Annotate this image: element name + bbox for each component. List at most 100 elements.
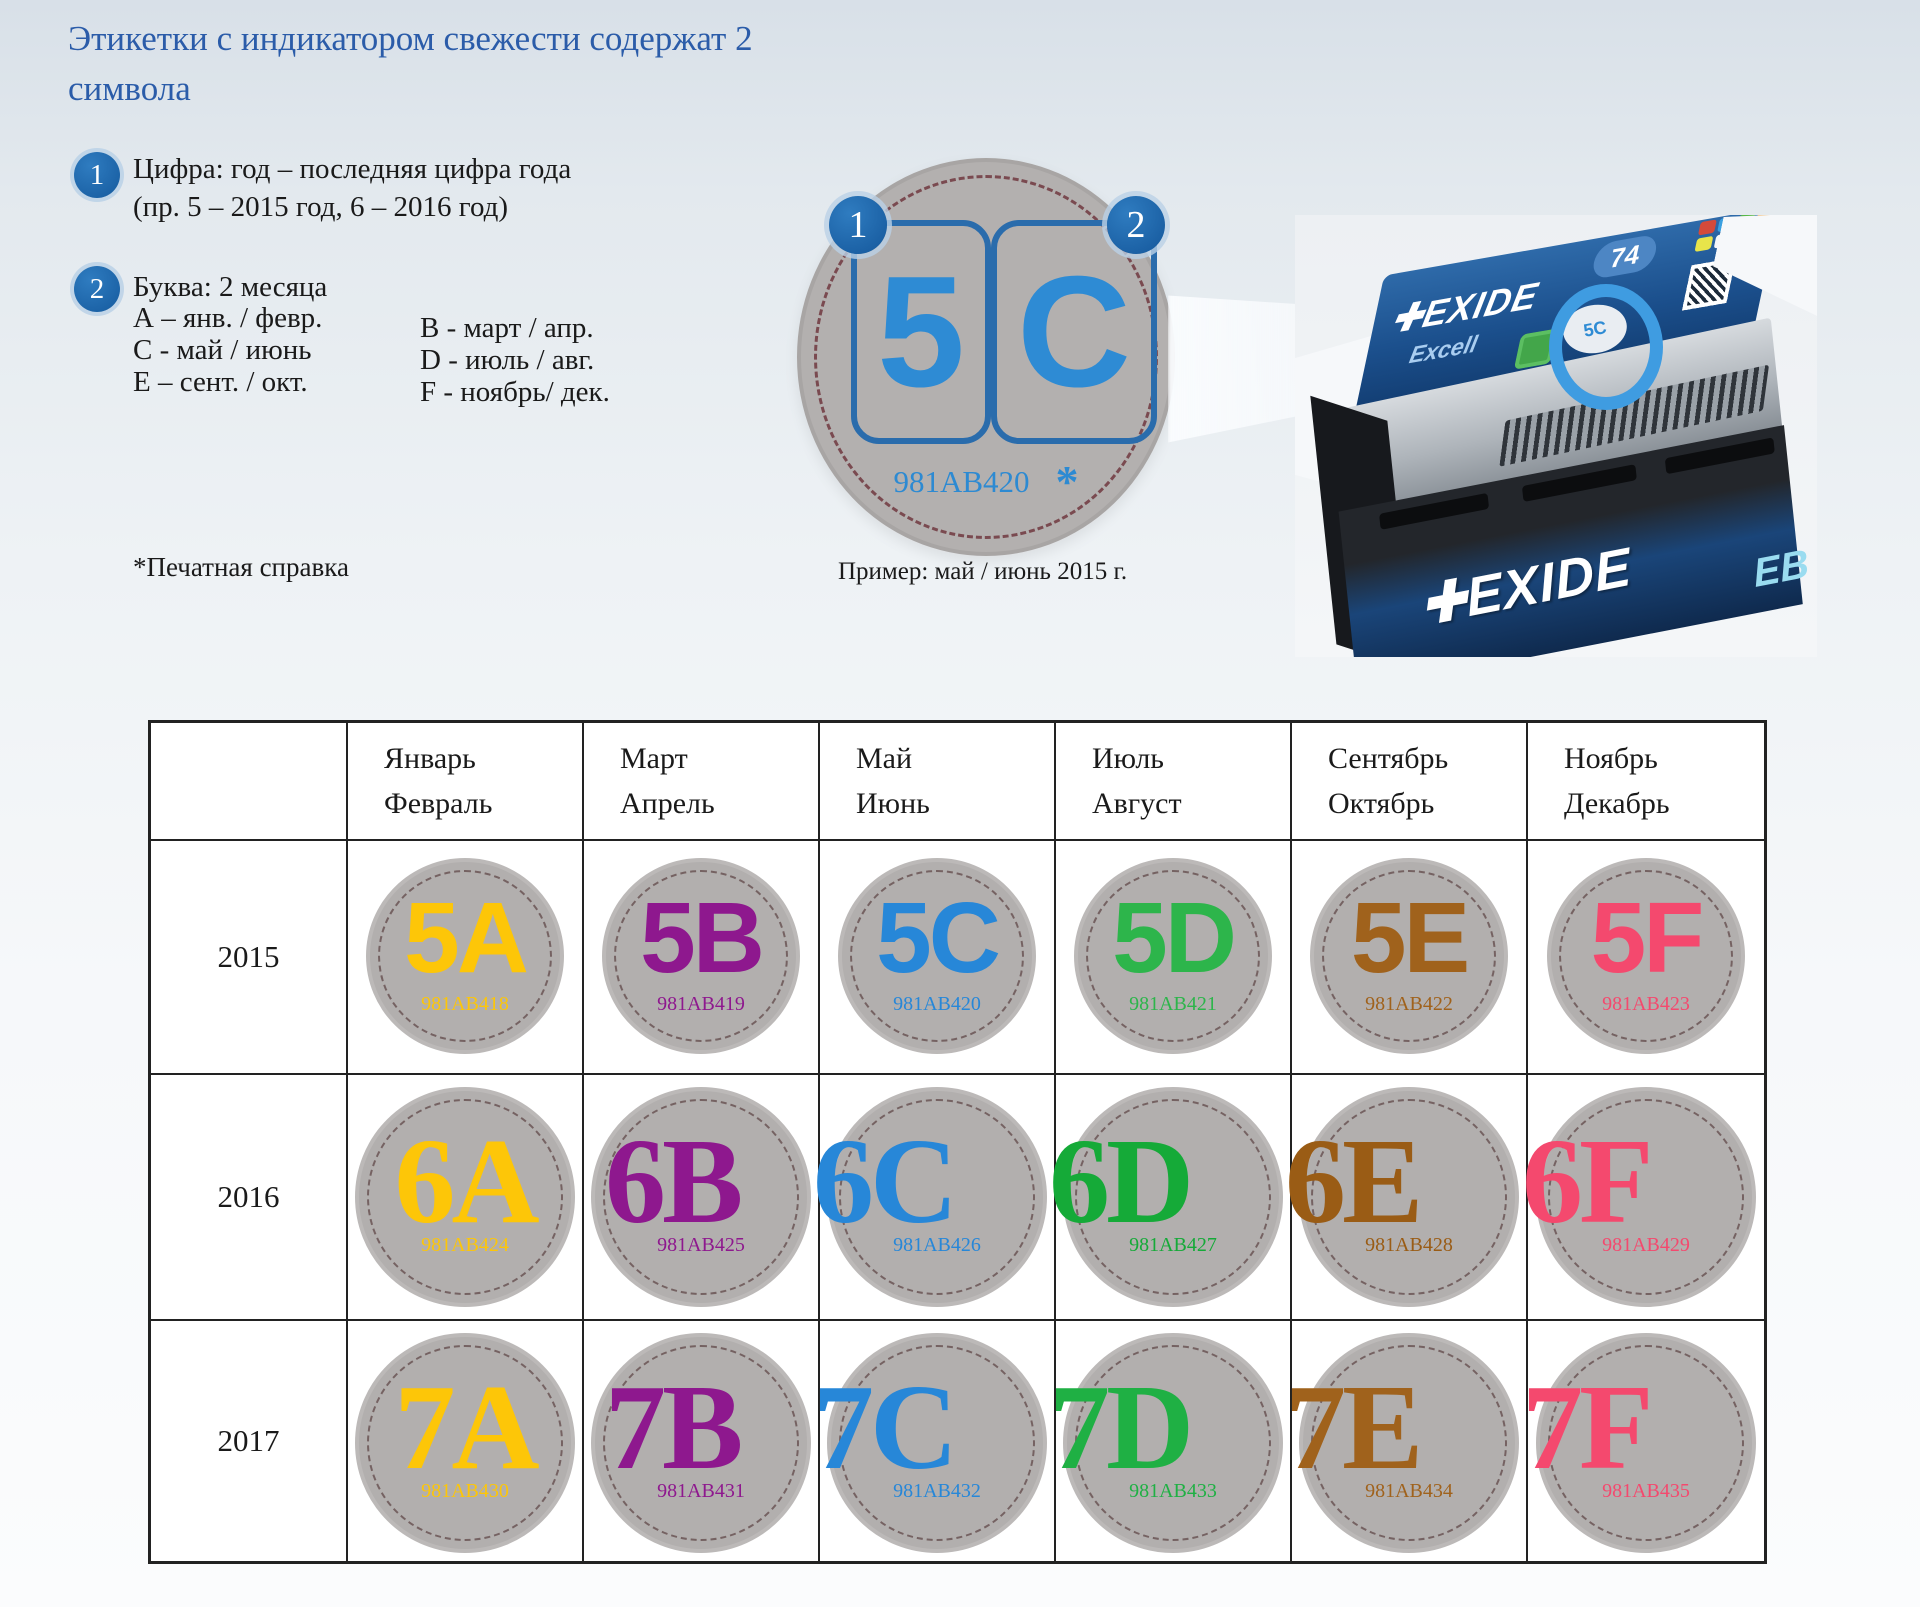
freshness-sticker: 6D 981AB427 [1049, 1087, 1283, 1307]
month-letter-box: C [991, 220, 1157, 444]
sticker-cell-5d: 5D 981AB421 [1056, 841, 1292, 1075]
sticker-cell-5e: 5E 981AB422 [1292, 841, 1528, 1075]
sticker-cell-7d: 7D 981AB433 [1049, 1321, 1292, 1561]
freshness-code-table: Январь Февраль Март Апрель Май Июнь Июль… [148, 720, 1767, 1564]
sticker-cell-7f: 7F 981AB435 [1522, 1321, 1764, 1561]
letter-e-entry: Е – сент. / окт. [133, 366, 308, 398]
sticker-code: 7A [394, 1360, 539, 1495]
sticker-part-number: 981AB427 [1129, 1234, 1217, 1256]
letter-c-entry: С - май / июнь [133, 334, 312, 366]
freshness-sticker: 5A 981AB418 [366, 858, 564, 1054]
sticker-cell-7b: 7B 981AB431 [584, 1321, 820, 1561]
sticker-part-number: 981AB434 [1365, 1480, 1453, 1502]
sticker-part-number: 981AB421 [1129, 993, 1217, 1015]
model-text: EB [1751, 541, 1811, 596]
step2-number-badge: 2 [74, 266, 120, 312]
sticker-part-number: 981AB433 [1129, 1480, 1217, 1502]
sticker-cell-6b: 6B 981AB425 [584, 1075, 820, 1321]
callout-2-badge: 2 [1107, 196, 1165, 254]
sticker-code: 6A [394, 1114, 539, 1249]
sticker-code: 7C [813, 1360, 958, 1495]
header-line: Апрель [620, 787, 715, 820]
sticker-code: 5E [1350, 882, 1470, 994]
header-line: Май [856, 742, 913, 775]
sticker-cell-6f: 6F 981AB429 [1522, 1075, 1764, 1321]
step1-number-badge: 1 [74, 152, 120, 198]
sticker-part-row: 981AB420 * [893, 456, 1079, 507]
step1-line1: Цифра: год – последняя цифра года [133, 153, 572, 185]
sticker-part-number: 981AB420 [893, 464, 1030, 499]
sticker-cell-7a: 7A 981AB430 [348, 1321, 584, 1561]
sticker-code: 7B [605, 1360, 743, 1495]
header-mar-apr: Март Апрель [584, 723, 820, 841]
freshness-sticker: 6C 981AB426 [813, 1087, 1047, 1307]
sticker-part-number: 981AB422 [1365, 993, 1453, 1015]
header-may-jun: Май Июнь [820, 723, 1056, 841]
sticker-cell-6d: 6D 981AB427 [1049, 1075, 1292, 1321]
sticker-cell-6e: 6E 981AB428 [1285, 1075, 1528, 1321]
year-2015: 2015 [151, 841, 348, 1075]
sticker-part-number: 981AB424 [421, 1234, 509, 1256]
sticker-code: 7F [1522, 1360, 1654, 1495]
month-letter-list-right: B - март / апр. D - июль / авг. F - нояб… [420, 312, 610, 408]
year-digit: 5 [877, 243, 965, 420]
sticker-cell-6a: 6A 981AB424 [348, 1075, 584, 1321]
sticker-code: 5B [640, 882, 765, 994]
header-line: Декабрь [1564, 787, 1670, 820]
sticker-code: 6C [813, 1114, 958, 1249]
header-jan-feb: Январь Февраль [348, 723, 584, 841]
freshness-sticker: 7C 981AB432 [813, 1333, 1047, 1553]
freshness-sticker: 6A 981AB424 [355, 1087, 575, 1307]
callout-1-badge: 1 [829, 196, 887, 254]
sticker-part-number: 981AB425 [657, 1234, 745, 1256]
letter-f-entry: F - ноябрь/ дек. [420, 376, 610, 408]
battery-photo: ✚EXIDE Excell 74 [1295, 215, 1817, 657]
year-2016: 2016 [151, 1075, 348, 1321]
freshness-sticker: 7B 981AB431 [591, 1333, 811, 1553]
highlight-ring [1549, 284, 1663, 410]
freshness-sticker: 6B 981AB425 [591, 1087, 811, 1307]
freshness-sticker: 5D 981AB421 [1074, 858, 1272, 1054]
sticker-part-number: 981AB429 [1602, 1234, 1690, 1256]
example-freshness-sticker: 5 C 1 2 981AB420 * [797, 158, 1175, 556]
sticker-cell-5c: 5C 981AB420 [820, 841, 1056, 1075]
freshness-sticker: 7A 981AB430 [355, 1333, 575, 1553]
step1-number: 1 [89, 158, 105, 191]
letter-d-entry: D - июль / авг. [420, 344, 595, 376]
header-line: Март [620, 742, 688, 775]
step1-text: Цифра: год – последняя цифра года (пр. 5… [133, 150, 571, 227]
table-corner-cell [151, 723, 348, 841]
callout-2-number: 2 [1126, 204, 1146, 246]
sticker-part-number: 981AB418 [421, 993, 509, 1015]
sticker-cell-7c: 7C 981AB432 [813, 1321, 1056, 1561]
cert-icon [1697, 219, 1717, 236]
step2-heading: Буква: 2 месяца [133, 271, 328, 303]
freshness-sticker: 5B 981AB419 [602, 858, 800, 1054]
freshness-sticker: 5C 981AB420 [838, 858, 1036, 1054]
freshness-sticker: 7E 981AB434 [1285, 1333, 1519, 1553]
sticker-part-number: 981AB420 [893, 993, 981, 1015]
sticker-code: 6B [605, 1114, 743, 1249]
sticker-code: 5D [1112, 882, 1237, 994]
example-caption: Пример: май / июнь 2015 г. [838, 558, 1128, 585]
sticker-cell-6c: 6C 981AB426 [813, 1075, 1056, 1321]
page-title-line1: Этикетки с индикатором свежести содержат… [68, 19, 753, 58]
freshness-sticker: 6F 981AB429 [1522, 1087, 1756, 1307]
sticker-code: 6F [1522, 1114, 1654, 1249]
header-line: Февраль [384, 787, 493, 820]
freshness-sticker: 5E 981AB422 [1310, 858, 1508, 1054]
page-title: Этикетки с индикатором свежести содержат… [68, 14, 828, 113]
cert-icon [1694, 235, 1714, 253]
freshness-sticker: 6E 981AB428 [1285, 1087, 1519, 1307]
printed-reference-footnote: *Печатная справка [133, 552, 349, 582]
sticker-part-number: 981AB428 [1365, 1234, 1453, 1256]
sticker-part-number: 981AB430 [421, 1480, 509, 1502]
sticker-code: 7D [1049, 1360, 1194, 1495]
sticker-code: 5C [876, 882, 1001, 994]
month-letter: C [1016, 243, 1132, 420]
freshness-sticker: 7F 981AB435 [1522, 1333, 1756, 1553]
capacity-badge: 74 [1590, 233, 1660, 281]
page-title-line2: символа [68, 68, 191, 108]
exide-logo-front: ✚EXIDE [1417, 536, 1635, 638]
letter-a-entry: А – янв. / февр. [133, 302, 323, 334]
